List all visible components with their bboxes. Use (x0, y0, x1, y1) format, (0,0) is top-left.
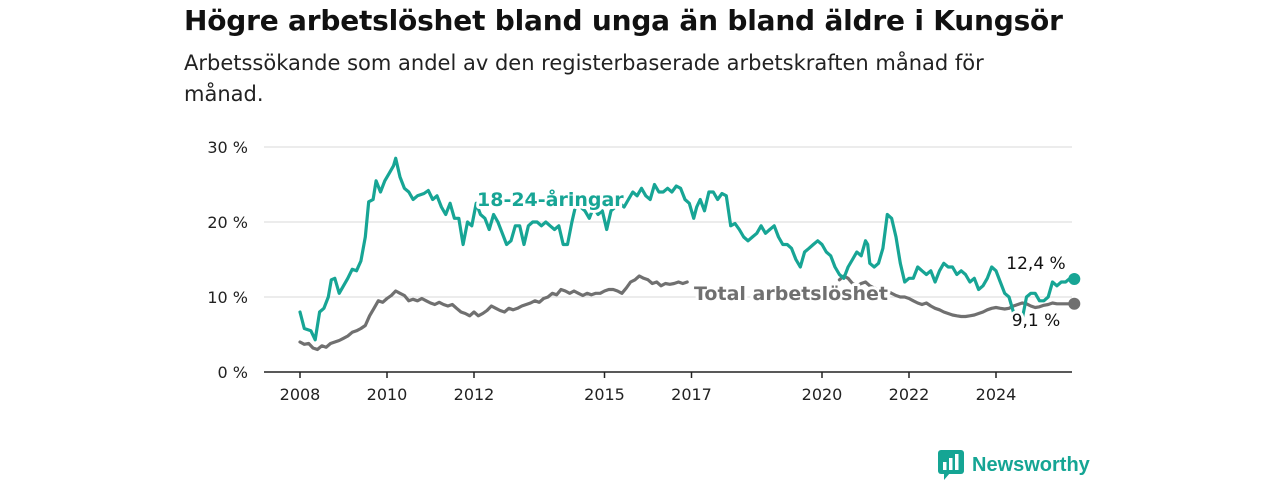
end-point-youth (1068, 273, 1081, 285)
newsworthy-logo: Newsworthy (938, 450, 1090, 480)
series-lines (298, 156, 1081, 352)
x-tick-label: 2010 (367, 385, 408, 404)
series-label-total-text: Total arbetslöshet (694, 283, 888, 305)
series-label-youth-text: 18-24-åringar (477, 187, 624, 211)
x-axis: 2008 2010 2012 2015 2017 2020 2022 2024 (264, 371, 1072, 404)
x-tick-label: 2015 (584, 385, 625, 404)
end-label-total: 9,1 %9,1 % (1009, 308, 1064, 334)
end-label-total-halo: 9,1 % (1012, 311, 1061, 331)
x-tick-label: 2022 (889, 385, 930, 404)
series-line-total (298, 274, 689, 352)
y-tick-label: 20 % (207, 213, 248, 232)
end-label-youth-halo: 12,4 % (1006, 254, 1065, 274)
end-point-total (1068, 297, 1081, 310)
x-tick-label: 2017 (671, 385, 712, 404)
series-line-youth (298, 156, 1076, 342)
series-label-youth-halo: 18-24-åringar (477, 187, 624, 211)
y-tick-label: 0 % (218, 363, 248, 382)
y-tick-label: 30 % (207, 138, 248, 157)
x-tick-label: 2008 (280, 385, 321, 404)
series-label-total-halo: Total arbetslöshet (694, 283, 888, 305)
chart-subtitle: Arbetssökande som andel av den registerb… (184, 51, 984, 106)
chart-title: Högre arbetslöshet bland unga än bland ä… (184, 4, 1063, 37)
end-label-youth: 12,4 %12,4 % (1003, 251, 1068, 277)
end-label-youth-text: 12,4 % (1006, 254, 1065, 274)
y-axis-ticks: 0 % 10 % 20 % 30 % (207, 138, 248, 382)
y-tick-label: 10 % (207, 288, 248, 307)
end-label-total-text: 9,1 % (1012, 311, 1061, 331)
grid-lines (264, 146, 1072, 298)
brand-name: Newsworthy (972, 453, 1090, 476)
x-tick-label: 2012 (454, 385, 495, 404)
x-tick-label: 2024 (976, 385, 1017, 404)
x-tick-label: 2020 (802, 385, 843, 404)
newsworthy-icon (938, 450, 964, 480)
